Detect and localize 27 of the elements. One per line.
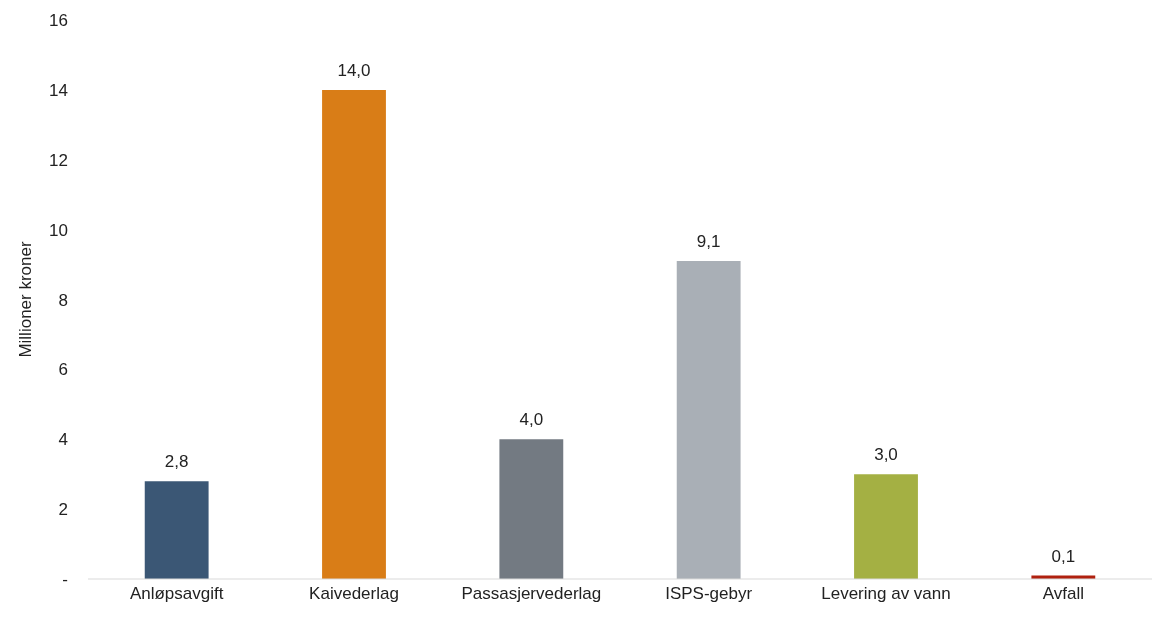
x-tick-label: Passasjervederlag: [461, 584, 602, 604]
y-tick-label: 12: [49, 150, 68, 170]
data-label: 0,1: [1051, 546, 1076, 566]
y-axis-title: Millioner kroner: [16, 241, 36, 358]
data-label: 3,0: [874, 445, 898, 465]
data-label: 2,8: [164, 452, 189, 472]
bar: [676, 261, 741, 579]
y-tick-label: 14: [49, 80, 68, 100]
data-label: 9,1: [696, 232, 721, 252]
bar: [144, 481, 209, 579]
y-tick-label: 4: [58, 430, 68, 450]
y-tick-label: 2: [58, 500, 68, 520]
y-tick-label: 6: [58, 360, 68, 380]
bar: [854, 474, 918, 579]
y-tick-label: 8: [58, 290, 68, 310]
x-tick-label: Kaivederlag: [309, 584, 399, 604]
y-tick-label: -: [62, 570, 68, 590]
bar: [499, 439, 564, 579]
y-tick-label: 16: [49, 11, 68, 31]
x-tick-label: Levering av vann: [821, 584, 951, 604]
data-label: 4,0: [519, 410, 544, 430]
y-tick-label: 10: [49, 220, 68, 240]
x-tick-label: Avfall: [1042, 584, 1084, 604]
x-tick-label: ISPS-gebyr: [665, 584, 753, 604]
bar: [322, 89, 386, 579]
x-tick-label: Anløpsavgift: [129, 584, 224, 604]
data-label: 14,0: [337, 60, 371, 80]
